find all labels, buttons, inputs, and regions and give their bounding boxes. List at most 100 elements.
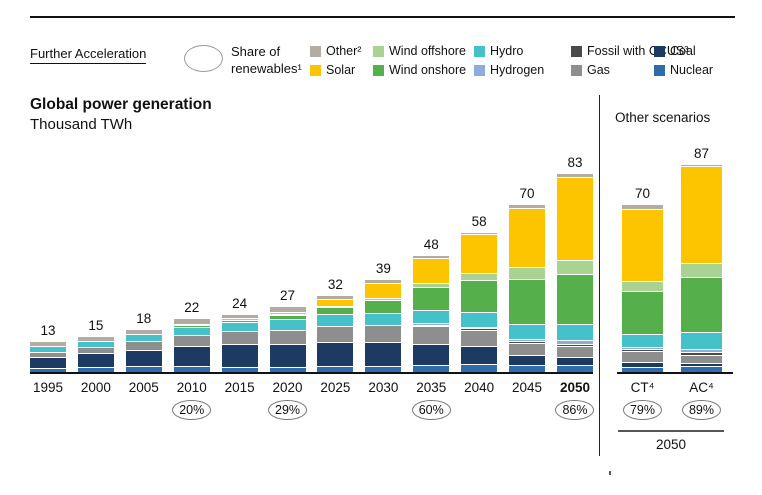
segment-gas: [556, 345, 593, 358]
segment-wind-onshore: [221, 319, 258, 322]
bar-ac: 87: [681, 146, 722, 373]
segment-wind-onshore: [269, 315, 306, 320]
legend-item-coal: Coal: [654, 44, 713, 58]
segment-hydro: [461, 312, 498, 327]
segment-solar: [413, 257, 450, 283]
share-renewables-2035: 60%: [411, 400, 451, 420]
segment-other: [461, 232, 498, 235]
x-label-2010: 2010: [176, 380, 207, 395]
share-of-renewables-label: Share of renewables¹: [231, 44, 302, 76]
segment-coal: [77, 353, 114, 367]
bar-stack-1995: [30, 341, 66, 373]
bar-2035: 48: [413, 237, 450, 373]
scenarios-renewables-share-row: 79% 89%: [622, 400, 722, 420]
segment-nuclear: [681, 365, 722, 373]
segment-hydrogen: [681, 348, 722, 353]
bar-2000: 15: [77, 318, 114, 373]
segment-hydro: [173, 326, 210, 335]
segment-wind-onshore: [622, 291, 663, 334]
share-cell-2040: [461, 400, 497, 420]
segment-hydro: [622, 333, 663, 348]
segment-fossil-with-ccus: [622, 349, 663, 351]
bar-total-label-2045: 70: [519, 186, 535, 201]
segment-nuclear: [221, 367, 258, 373]
share-renewables-2020: 29%: [268, 400, 308, 420]
segment-hydrogen: [413, 323, 450, 325]
segment-coal: [221, 344, 258, 368]
share-cell-2045: [509, 400, 545, 420]
main-x-axis-line: [30, 372, 593, 374]
segment-wind-onshore: [509, 279, 546, 324]
bar-stack-2040: [461, 232, 498, 373]
bar-total-label-ct: 70: [634, 186, 651, 202]
segment-nuclear: [125, 366, 162, 373]
segment-wind-offshore: [413, 282, 450, 288]
legend-item-hydro: Hydro: [474, 44, 571, 58]
legend-swatch-fossil-with-ccus-icon: [571, 45, 582, 57]
segment-fossil-with-ccus: [556, 344, 593, 346]
segment-wind-onshore: [681, 276, 722, 332]
bar-stack-2015: [221, 314, 258, 373]
segment-wind-offshore: [269, 313, 306, 316]
share-cell-2035: 60%: [411, 400, 451, 420]
x-label-1995: 1995: [32, 380, 64, 395]
scenarios-group-label: 2050: [655, 437, 687, 452]
segment-gas: [173, 334, 210, 346]
x-label-2025: 2025: [320, 380, 351, 395]
segment-nuclear: [173, 366, 210, 373]
x-label-2035: 2035: [416, 380, 447, 395]
bar-total-label-2020: 27: [280, 288, 296, 304]
bar-stack-2050: [556, 174, 593, 373]
legend-label-wind-offshore: Wind offshore: [389, 44, 466, 58]
main-x-axis-labels: 1995 2000 2005 2010 2015 2020 2025 2030 2035 2040…: [30, 380, 593, 395]
bar-stack-2020: [269, 307, 306, 373]
segment-coal: [269, 344, 306, 367]
segment-nuclear: [30, 367, 66, 373]
segment-solar: [556, 176, 593, 261]
bar-stack-2025: [317, 295, 354, 373]
bar-ct: 70: [622, 186, 663, 373]
legend-label-gas: Gas: [587, 63, 610, 77]
x-label-2050: 2050: [559, 380, 590, 395]
segment-other: [221, 314, 258, 319]
segment-wind-onshore: [173, 325, 210, 327]
segment-solar: [509, 207, 546, 268]
segment-other: [30, 341, 66, 346]
legend-label-hydro: Hydro: [490, 44, 524, 58]
segment-other: [125, 330, 162, 335]
segment-coal: [317, 342, 354, 367]
x-label-2030: 2030: [368, 380, 399, 395]
bar-stack-ct: [622, 205, 663, 373]
share-renewables-ct: 79%: [622, 400, 663, 420]
segment-hydro: [269, 319, 306, 330]
bar-stack-2030: [365, 279, 402, 373]
segment-wind-offshore: [365, 297, 402, 300]
legend-item-gas: Gas: [571, 63, 654, 77]
x-label-2045: 2045: [512, 380, 543, 395]
chart-unit-label: Thousand TWh: [30, 116, 133, 133]
x-label-2040: 2040: [464, 380, 495, 395]
bar-total-label-2040: 58: [471, 213, 487, 229]
segment-fossil-with-ccus: [681, 352, 722, 355]
bar-2045: 70: [509, 186, 546, 373]
bar-stack-ac: [681, 164, 722, 373]
legend-item-other: Other²: [310, 44, 373, 58]
bar-stack-2005: [125, 330, 162, 373]
segment-solar: [365, 282, 402, 298]
bar-2020: 27: [269, 288, 306, 373]
top-rule: [30, 16, 735, 18]
segment-wind-onshore: [317, 307, 354, 315]
x-label-2000: 2000: [80, 380, 111, 395]
bar-stack-2000: [77, 337, 114, 373]
segment-fossil-with-ccus: [509, 341, 546, 343]
bar-2025: 32: [317, 277, 354, 373]
legend-swatch-gas-icon: [571, 64, 582, 76]
share-cell-2015: [222, 400, 258, 420]
legend-label-coal: Coal: [670, 44, 696, 58]
segment-hydrogen: [509, 338, 546, 342]
segment-solar: [269, 311, 306, 314]
legend-swatch-coal-icon: [654, 45, 665, 57]
x-label-ac: AC⁴: [689, 380, 714, 395]
bar-total-label-1995: 13: [40, 322, 56, 338]
share-cell-2020: 29%: [268, 400, 308, 420]
